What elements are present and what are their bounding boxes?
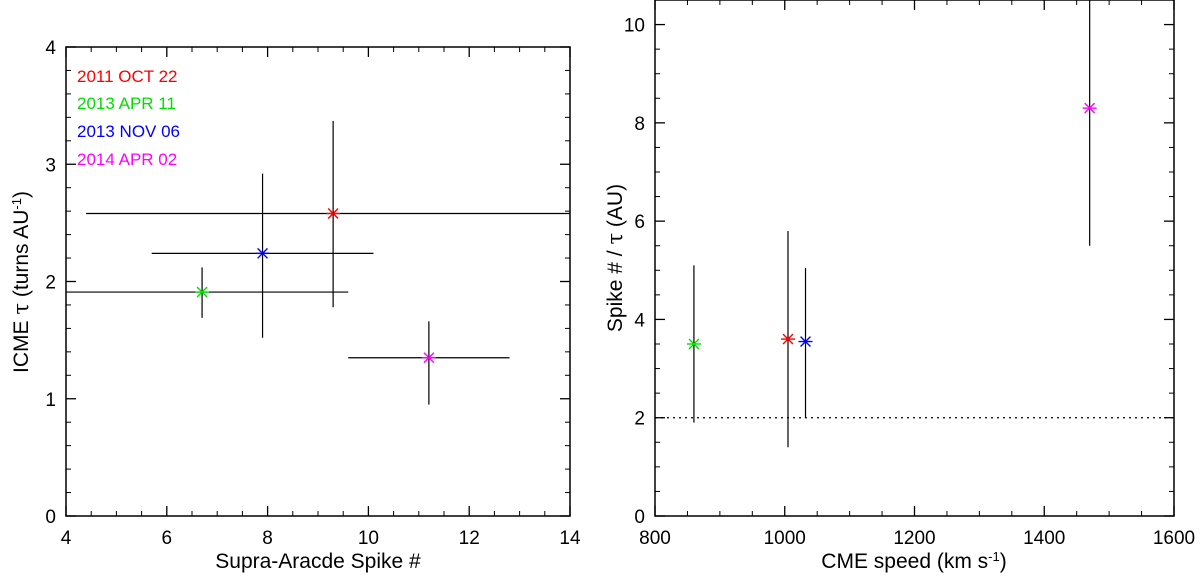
legend-entry-1: 2011 OCT 22	[77, 67, 178, 86]
right-x-tick-label: 1200	[893, 528, 935, 549]
right-data-point-4	[1082, 102, 1097, 114]
right-y-tick-label: 0	[634, 507, 645, 528]
legend-entry-2: 2013 APR 11	[77, 94, 176, 113]
left-x-axis-title: Supra-Aracde Spike #	[215, 550, 421, 573]
left-x-ticks: 4 6 8 10 12 14	[61, 47, 581, 549]
right-y-tick-label: 10	[624, 16, 645, 37]
right-plot-frame	[654, 0, 1175, 517]
legend-entry-4: 2014 APR 02	[77, 150, 177, 169]
right-x-tick-label: 1000	[764, 528, 806, 549]
left-x-tick-label: 12	[459, 528, 480, 549]
right-x-tick-label: 1600	[1153, 528, 1195, 549]
right-data-point-2	[686, 338, 701, 350]
left-data-point-4	[421, 352, 436, 364]
right-y-tick-label: 2	[634, 409, 645, 430]
right-error-bars	[693, 0, 1091, 448]
left-x-tick-label: 6	[162, 528, 173, 549]
left-x-tick-label: 8	[262, 528, 273, 549]
left-x-tick-label: 10	[358, 528, 379, 549]
left-y-tick-label: 0	[45, 507, 56, 528]
right-x-axis-title: CME speed (km s-1)	[821, 549, 1006, 574]
left-y-ticks: 0 1 2 3 4	[45, 38, 570, 528]
right-y-ticks: 0 2 4 6 8 10	[624, 16, 1174, 528]
left-y-axis-title: ICME τ (turns AU-1)	[9, 191, 34, 373]
right-data-point-3	[798, 336, 813, 347]
left-y-tick-label: 3	[45, 155, 56, 176]
left-legend: 2011 OCT 22 2013 APR 11 2013 NOV 06 2014…	[77, 67, 180, 169]
legend-entry-3: 2013 NOV 06	[77, 122, 180, 141]
right-y-tick-label: 6	[634, 212, 645, 233]
left-data-point-1	[326, 208, 341, 219]
left-x-tick-label: 14	[559, 528, 581, 549]
right-markers	[686, 102, 1097, 350]
right-y-tick-label: 8	[634, 114, 645, 135]
right-y-axis-title: Spike # / τ (AU)	[603, 184, 627, 332]
right-panel: 800 1000 1200 1400 1600 0 2 4 6 8 10 CME speed (k…	[603, 0, 1195, 573]
right-y-tick-label: 4	[634, 310, 645, 331]
left-y-tick-label: 2	[45, 273, 56, 294]
right-x-tick-label: 1400	[1023, 528, 1065, 549]
left-y-tick-label: 4	[45, 38, 56, 59]
right-data-point-1	[780, 333, 795, 345]
left-plot-frame	[65, 46, 571, 517]
left-data-point-2	[195, 286, 210, 298]
left-markers	[195, 208, 436, 364]
right-x-ticks: 800 1000 1200 1400 1600	[639, 0, 1195, 549]
left-x-tick-label: 4	[61, 528, 72, 549]
right-x-tick-label: 800	[639, 528, 671, 549]
left-y-tick-label: 1	[45, 390, 56, 411]
left-data-point-3	[255, 247, 270, 259]
